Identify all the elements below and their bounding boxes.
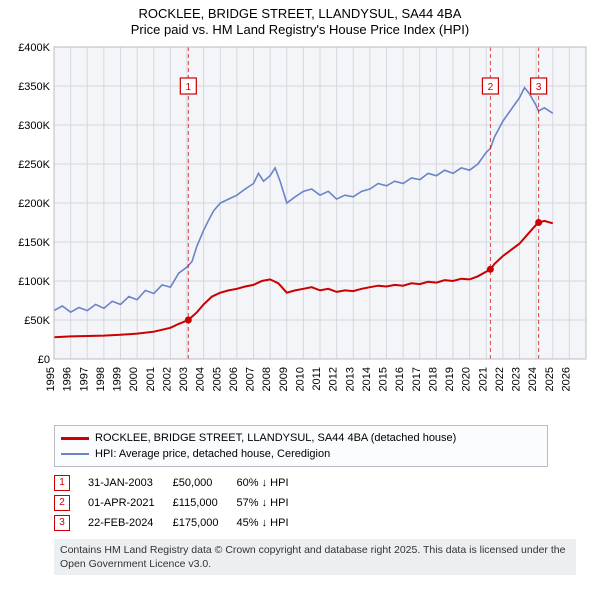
svg-text:2016: 2016 bbox=[394, 367, 406, 391]
chart-container: ROCKLEE, BRIDGE STREET, LLANDYSUL, SA44 … bbox=[0, 0, 600, 583]
marker-price: £115,000 bbox=[173, 493, 237, 513]
svg-text:2021: 2021 bbox=[477, 367, 489, 391]
svg-text:2010: 2010 bbox=[294, 367, 306, 391]
svg-text:£200K: £200K bbox=[18, 198, 50, 210]
svg-text:2003: 2003 bbox=[178, 367, 190, 391]
svg-text:2001: 2001 bbox=[145, 367, 157, 391]
chart-svg: £0 £50K £100K £150K £200K £250K £300K £350K £400… bbox=[8, 41, 592, 421]
svg-text:2022: 2022 bbox=[494, 367, 506, 391]
svg-text:2004: 2004 bbox=[195, 367, 207, 391]
svg-text:2019: 2019 bbox=[444, 367, 456, 391]
svg-text:1: 1 bbox=[186, 82, 192, 93]
marker-badge: 3 bbox=[54, 515, 70, 531]
svg-text:£150K: £150K bbox=[18, 237, 50, 249]
marker-price: £50,000 bbox=[173, 473, 237, 493]
svg-text:1997: 1997 bbox=[78, 367, 90, 391]
svg-text:1996: 1996 bbox=[62, 367, 74, 391]
svg-text:2023: 2023 bbox=[511, 367, 523, 391]
svg-text:2008: 2008 bbox=[261, 367, 273, 391]
marker-date: 31-JAN-2003 bbox=[88, 473, 173, 493]
svg-text:2025: 2025 bbox=[544, 367, 556, 391]
marker-price: £175,000 bbox=[173, 513, 237, 533]
legend-row-hpi: HPI: Average price, detached house, Cere… bbox=[61, 446, 541, 462]
attribution: Contains HM Land Registry data © Crown c… bbox=[54, 539, 576, 575]
legend-swatch-hpi bbox=[61, 453, 89, 455]
svg-text:2005: 2005 bbox=[211, 367, 223, 391]
svg-text:£300K: £300K bbox=[18, 120, 50, 132]
marker-badge: 1 bbox=[54, 475, 70, 491]
marker-date: 22-FEB-2024 bbox=[88, 513, 173, 533]
svg-text:1995: 1995 bbox=[45, 367, 57, 391]
svg-text:2017: 2017 bbox=[411, 367, 423, 391]
marker-table: 1 31-JAN-2003£50,00060% ↓ HPI 2 01-APR-2021… bbox=[54, 473, 307, 533]
svg-text:3: 3 bbox=[536, 82, 542, 93]
svg-text:1998: 1998 bbox=[95, 367, 107, 391]
svg-text:2018: 2018 bbox=[427, 367, 439, 391]
marker-row: 1 31-JAN-2003£50,00060% ↓ HPI bbox=[54, 473, 307, 493]
legend: ROCKLEE, BRIDGE STREET, LLANDYSUL, SA44 … bbox=[54, 425, 548, 467]
legend-row-paid: ROCKLEE, BRIDGE STREET, LLANDYSUL, SA44 … bbox=[61, 430, 541, 446]
svg-text:2006: 2006 bbox=[228, 367, 240, 391]
marker-pct: 60% ↓ HPI bbox=[237, 473, 307, 493]
svg-text:2024: 2024 bbox=[527, 367, 539, 391]
svg-text:£50K: £50K bbox=[24, 315, 50, 327]
marker-badge: 2 bbox=[54, 495, 70, 511]
svg-text:2002: 2002 bbox=[161, 367, 173, 391]
legend-label-hpi: HPI: Average price, detached house, Cere… bbox=[95, 446, 330, 462]
marker-pct: 45% ↓ HPI bbox=[237, 513, 307, 533]
chart-plot: £0 £50K £100K £150K £200K £250K £300K £350K £400… bbox=[8, 41, 592, 421]
svg-text:£350K: £350K bbox=[18, 81, 50, 93]
marker-row: 2 01-APR-2021£115,00057% ↓ HPI bbox=[54, 493, 307, 513]
title-block: ROCKLEE, BRIDGE STREET, LLANDYSUL, SA44 … bbox=[8, 6, 592, 37]
marker-pct: 57% ↓ HPI bbox=[237, 493, 307, 513]
chart-title-address: ROCKLEE, BRIDGE STREET, LLANDYSUL, SA44 … bbox=[8, 6, 592, 21]
svg-text:2026: 2026 bbox=[560, 367, 572, 391]
svg-text:£250K: £250K bbox=[18, 159, 50, 171]
svg-text:1999: 1999 bbox=[112, 367, 124, 391]
legend-swatch-paid bbox=[61, 437, 89, 440]
marker-date: 01-APR-2021 bbox=[88, 493, 173, 513]
svg-text:2000: 2000 bbox=[128, 367, 140, 391]
svg-text:2: 2 bbox=[488, 82, 494, 93]
svg-text:2007: 2007 bbox=[245, 367, 257, 391]
chart-title-sub: Price paid vs. HM Land Registry's House … bbox=[8, 22, 592, 37]
svg-text:2011: 2011 bbox=[311, 367, 323, 391]
svg-text:2020: 2020 bbox=[461, 367, 473, 391]
svg-text:£100K: £100K bbox=[18, 276, 50, 288]
marker-row: 3 22-FEB-2024£175,00045% ↓ HPI bbox=[54, 513, 307, 533]
svg-text:2014: 2014 bbox=[361, 367, 373, 391]
svg-text:2009: 2009 bbox=[278, 367, 290, 391]
svg-text:£400K: £400K bbox=[18, 42, 50, 54]
svg-text:2012: 2012 bbox=[328, 367, 340, 391]
svg-text:2013: 2013 bbox=[344, 367, 356, 391]
svg-text:£0: £0 bbox=[38, 354, 50, 366]
legend-label-paid: ROCKLEE, BRIDGE STREET, LLANDYSUL, SA44 … bbox=[95, 430, 456, 446]
svg-text:2015: 2015 bbox=[378, 367, 390, 391]
